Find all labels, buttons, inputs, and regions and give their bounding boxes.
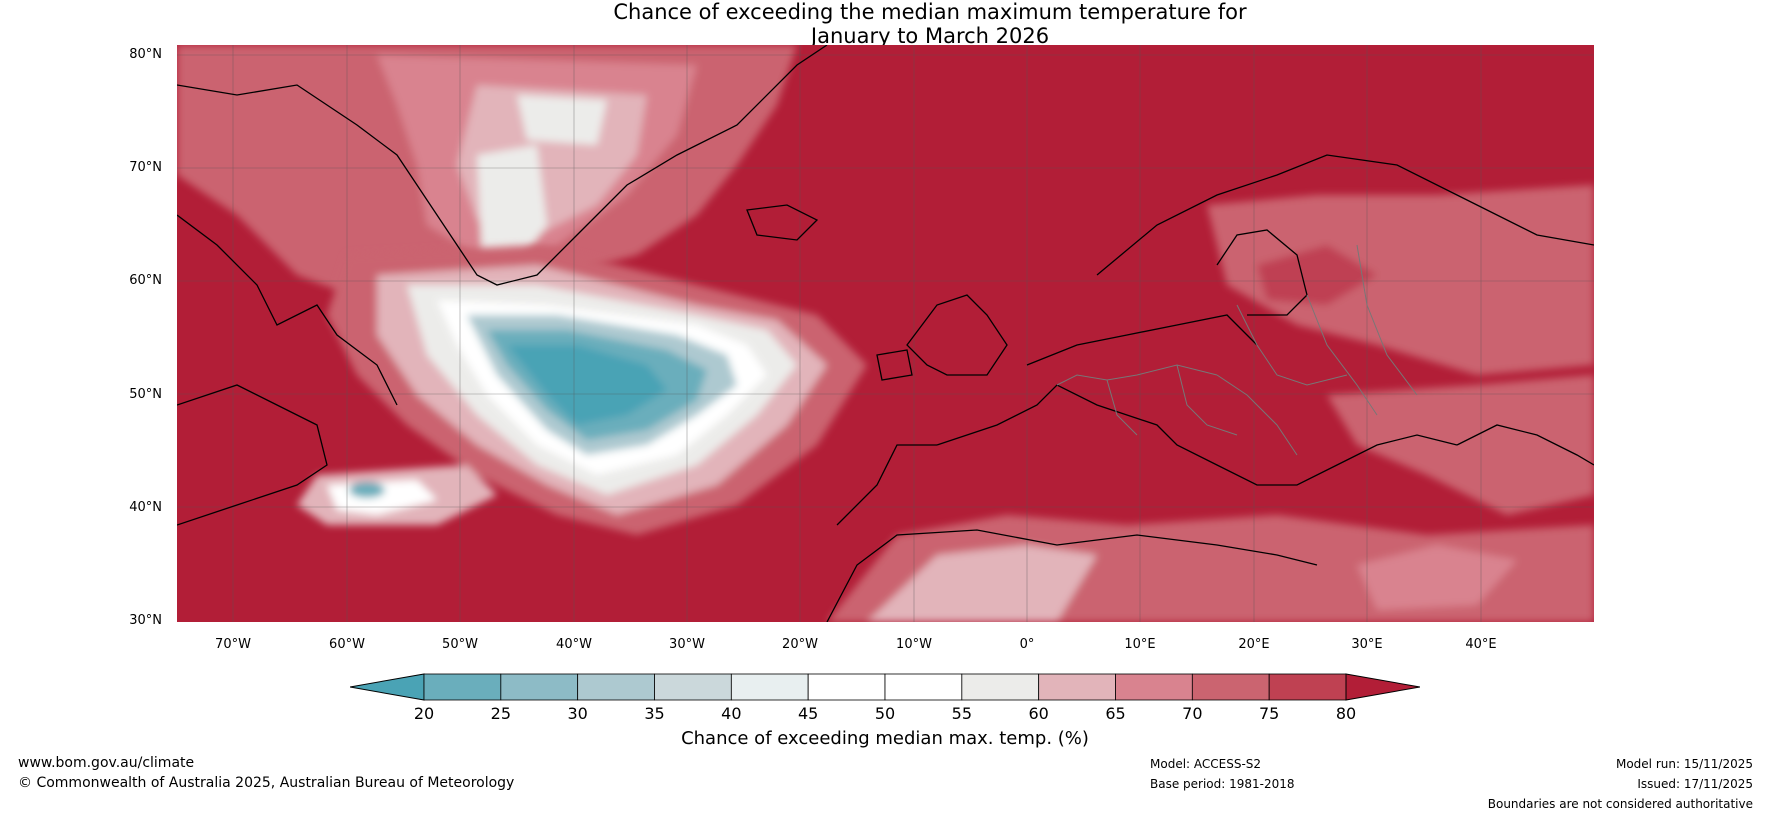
colorbar-tick-40: 40	[721, 704, 742, 723]
colorbar-swatch-40-45	[730, 673, 809, 701]
colorbar-tick-55: 55	[951, 704, 972, 723]
colorbar-tick-75: 75	[1258, 704, 1280, 723]
colorbar-swatch-55-60	[961, 673, 1040, 701]
colorbar-swatch-60-65	[1038, 673, 1116, 701]
colorbar	[350, 673, 1420, 701]
colorbar-tick-30: 30	[567, 704, 588, 723]
lon-label-40w: 40°W	[556, 637, 592, 652]
colorbar-swatch-70-75	[1191, 673, 1270, 701]
footer-base-period: Base period: 1981-2018	[1150, 777, 1295, 791]
probability-map	[177, 45, 1594, 622]
greenland-anomaly	[177, 45, 797, 305]
title-line-1: Chance of exceeding the median maximum t…	[613, 0, 1247, 24]
colorbar-swatch-30-35	[577, 673, 655, 701]
colorbar-swatch-45-50	[807, 673, 886, 701]
lon-label-30e: 30°E	[1351, 637, 1383, 652]
colorbar-swatch-50-55	[884, 673, 963, 701]
footer-disclaimer: Boundaries are not considered authoritat…	[1487, 797, 1753, 811]
colorbar-swatch-65-70	[1115, 673, 1193, 701]
lat-label-30n: 30°N	[129, 613, 162, 628]
colorbar-tick-45: 45	[797, 704, 819, 723]
lat-label-70n: 70°N	[129, 160, 162, 175]
lon-label-30w: 30°W	[669, 637, 705, 652]
lon-label-10e: 10°E	[1124, 637, 1156, 652]
lat-label-60n: 60°N	[129, 273, 162, 288]
lon-label-50w: 50°W	[442, 637, 478, 652]
map-title: Chance of exceeding the median maximum t…	[500, 0, 1360, 48]
lat-label-80n: 80°N	[129, 47, 162, 62]
colorbar-label: Chance of exceeding median max. temp. (%…	[681, 728, 1089, 749]
colorbar-tick-60: 60	[1028, 704, 1049, 723]
lon-label-20w: 20°W	[782, 637, 818, 652]
north-atlantic-cold-anomaly	[297, 245, 867, 535]
colorbar-swatch-75-80	[1268, 673, 1347, 701]
colorbar-swatch-35-40	[654, 673, 732, 701]
colorbar-tick-50: 50	[874, 704, 896, 723]
footer-url: www.bom.gov.au/climate	[18, 755, 195, 771]
lon-label-40e: 40°E	[1465, 637, 1497, 652]
north-africa-anomaly	[827, 515, 1594, 622]
graticule	[177, 45, 1594, 622]
country-borders	[1056, 244, 1418, 456]
colorbar-extend-low	[350, 673, 425, 701]
footer-issued: Issued: 17/11/2025	[1637, 777, 1753, 791]
colorbar-tick-65: 65	[1105, 704, 1126, 723]
lon-label-60w: 60°W	[329, 637, 365, 652]
colorbar-tick-80: 80	[1335, 704, 1357, 723]
europe-anomaly	[1207, 185, 1594, 515]
title-line-2: January to March 2026	[810, 24, 1050, 48]
lon-label-10w: 10°W	[896, 637, 932, 652]
lon-label-70w: 70°W	[215, 637, 251, 652]
colorbar-tick-35: 35	[644, 704, 665, 723]
colorbar-swatch-25-30	[500, 673, 579, 701]
colorbar-tick-20: 20	[413, 704, 435, 723]
footer-model: Model: ACCESS-S2	[1150, 757, 1262, 771]
lon-label-0: 0°	[1019, 637, 1035, 652]
colorbar-tick-25: 25	[490, 704, 511, 723]
lat-label-40n: 40°N	[129, 500, 162, 515]
lat-label-50n: 50°N	[129, 387, 162, 402]
footer-model-run: Model run: 15/11/2025	[1615, 757, 1753, 771]
lon-label-20e: 20°E	[1238, 637, 1270, 652]
footer-copyright: © Commonwealth of Australia 2025, Austra…	[18, 775, 515, 791]
coastlines	[177, 45, 1594, 622]
colorbar-tick-70: 70	[1182, 704, 1203, 723]
colorbar-extend-high	[1345, 673, 1420, 701]
colorbar-swatch-20-25	[423, 673, 502, 701]
